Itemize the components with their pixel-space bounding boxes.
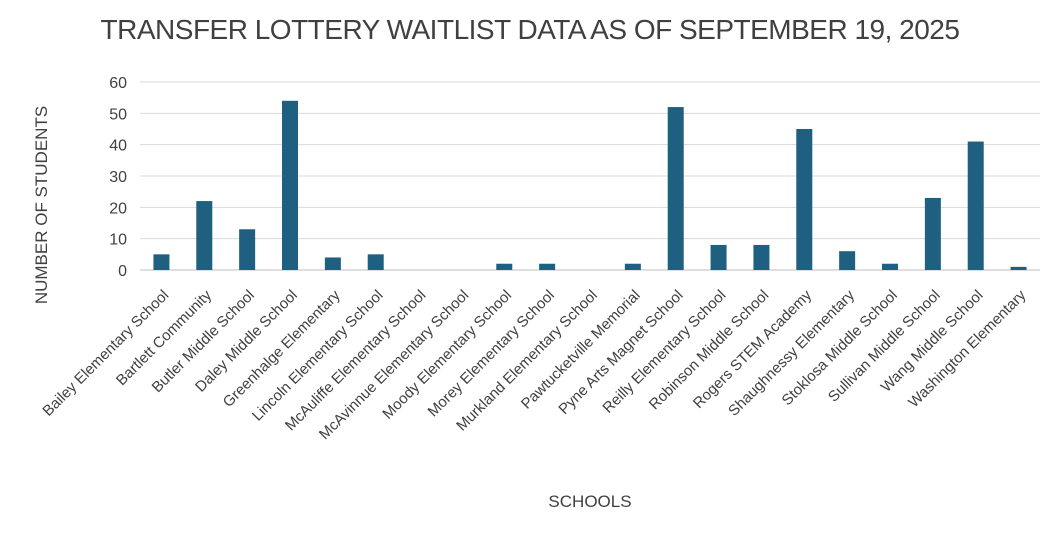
bar	[924, 197, 941, 270]
bar	[539, 263, 556, 270]
y-tick-label: 50	[109, 106, 127, 123]
bar	[796, 129, 813, 270]
bar	[667, 107, 684, 270]
bar	[710, 244, 727, 270]
y-tick-label: 30	[109, 169, 127, 186]
x-axis-label: SCHOOLS	[548, 492, 632, 511]
bar	[239, 229, 256, 270]
y-tick-label: 40	[109, 138, 127, 155]
bar	[882, 263, 898, 270]
bar	[153, 254, 170, 270]
bar	[839, 251, 856, 270]
chart-title: TRANSFER LOTTERY WAITLIST DATA AS OF SEP…	[100, 14, 960, 45]
bar	[367, 254, 384, 270]
bar	[496, 263, 513, 270]
y-tick-label: 60	[109, 75, 127, 92]
bar	[967, 141, 984, 270]
y-tick-label: 10	[109, 232, 127, 249]
bar	[282, 100, 298, 270]
bar	[1010, 266, 1027, 270]
y-tick-label: 0	[118, 263, 127, 280]
y-tick-label: 20	[109, 200, 127, 217]
bar	[624, 263, 641, 270]
bar	[753, 244, 770, 270]
bar	[196, 201, 213, 270]
bar	[324, 257, 341, 270]
